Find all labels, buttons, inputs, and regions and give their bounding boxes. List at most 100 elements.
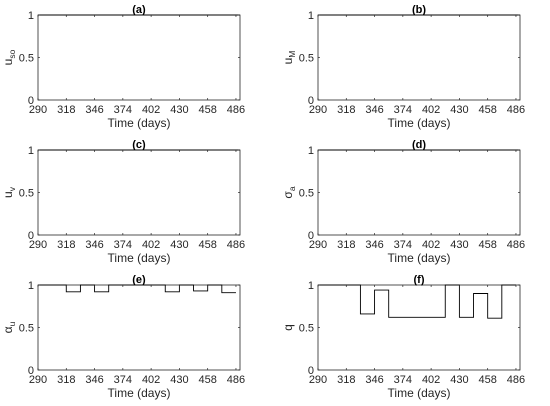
x-tick-label: 458 — [199, 239, 217, 251]
y-tick-label: 1 — [308, 280, 314, 292]
x-tick-label: 430 — [450, 104, 468, 116]
x-tick-label: 318 — [337, 374, 355, 386]
chart-panel: 290 318 346 374 402 430 458 486 0 0.5 1 (b) Time (da… — [281, 4, 525, 130]
x-tick-label: 458 — [199, 104, 217, 116]
y-axis-label: αu — [1, 321, 17, 333]
y-axis-label-base: u — [281, 58, 295, 65]
chart-panel: 290 318 346 374 402 430 458 486 0 0.5 1 (a) Time (da… — [1, 4, 245, 130]
chart-panel: 290 318 346 374 402 430 458 486 0 0.5 1 (c) Time (da… — [1, 139, 245, 265]
x-tick-label: 290 — [309, 374, 327, 386]
panel-title: (a) — [132, 4, 146, 16]
y-tick-label: 1 — [28, 145, 34, 157]
x-tick-label: 318 — [57, 239, 75, 251]
y-tick-label: 0.5 — [19, 188, 34, 200]
y-tick-label: 0 — [308, 230, 314, 242]
x-tick-label: 318 — [57, 104, 75, 116]
x-tick-label: 402 — [142, 374, 160, 386]
y-tick-label: 1 — [28, 10, 34, 22]
x-tick-label: 458 — [199, 374, 217, 386]
x-axis-label: Time (days) — [108, 116, 171, 130]
x-tick-label: 346 — [85, 104, 103, 116]
x-tick-label: 290 — [309, 104, 327, 116]
y-tick-label: 0.5 — [299, 53, 314, 65]
y-axis-label: q — [281, 324, 295, 331]
x-axis-label: Time (days) — [108, 386, 171, 400]
x-tick-label: 346 — [85, 374, 103, 386]
y-axis-label-base: q — [281, 324, 295, 331]
x-tick-label: 290 — [29, 374, 47, 386]
x-tick-label: 374 — [394, 104, 412, 116]
y-axis-label: uso — [1, 49, 17, 65]
y-tick-label: 1 — [308, 145, 314, 157]
y-axis-label-subscript: a — [287, 186, 297, 191]
plot-area-frame — [317, 14, 521, 101]
x-tick-label: 346 — [85, 239, 103, 251]
y-axis-label-base: u — [1, 59, 15, 66]
y-tick-label: 0.5 — [299, 188, 314, 200]
y-tick-label: 0 — [28, 95, 34, 107]
y-axis-label: uM — [281, 51, 297, 65]
y-axis-label: uv — [1, 186, 17, 198]
plot-area-frame — [37, 284, 241, 371]
chart-panel: 290 318 346 374 402 430 458 486 0 0.5 1 (e) Time (da… — [1, 274, 245, 400]
x-tick-label: 458 — [479, 104, 497, 116]
x-tick-label: 290 — [309, 239, 327, 251]
x-tick-label: 290 — [29, 104, 47, 116]
x-axis-label: Time (days) — [388, 386, 451, 400]
x-tick-label: 486 — [227, 239, 245, 251]
x-tick-label: 318 — [337, 104, 355, 116]
panel-title: (b) — [412, 4, 426, 16]
x-tick-label: 346 — [365, 239, 383, 251]
x-tick-label: 402 — [422, 374, 440, 386]
chart-panel: 290 318 346 374 402 430 458 486 0 0.5 1 (d) Time (da… — [281, 139, 525, 265]
x-tick-label: 290 — [29, 239, 47, 251]
x-tick-label: 374 — [114, 239, 132, 251]
x-tick-label: 430 — [170, 104, 188, 116]
plot-area-frame — [37, 14, 241, 101]
x-tick-label: 458 — [479, 374, 497, 386]
x-tick-label: 374 — [114, 104, 132, 116]
plot-area-frame — [37, 149, 241, 236]
x-tick-label: 430 — [170, 239, 188, 251]
y-axis-label-base: u — [1, 191, 15, 198]
x-tick-label: 430 — [170, 374, 188, 386]
y-axis-label-subscript: so — [7, 49, 17, 58]
x-tick-label: 486 — [507, 104, 525, 116]
y-tick-label: 0.5 — [19, 53, 34, 65]
x-tick-label: 486 — [507, 239, 525, 251]
y-tick-label: 1 — [28, 280, 34, 292]
x-tick-label: 402 — [142, 104, 160, 116]
x-tick-label: 374 — [394, 239, 412, 251]
x-tick-label: 374 — [394, 374, 412, 386]
x-tick-label: 486 — [227, 104, 245, 116]
x-tick-label: 402 — [422, 239, 440, 251]
x-tick-label: 486 — [227, 374, 245, 386]
y-tick-label: 1 — [308, 10, 314, 22]
x-tick-label: 486 — [507, 374, 525, 386]
y-axis-label: σa — [281, 186, 297, 198]
x-tick-label: 402 — [422, 104, 440, 116]
y-tick-label: 0 — [28, 365, 34, 377]
y-axis-label-subscript: u — [7, 321, 17, 326]
y-tick-label: 0.5 — [19, 323, 34, 335]
panel-title: (d) — [412, 139, 426, 151]
y-tick-label: 0 — [28, 230, 34, 242]
y-axis-label-base: σ — [281, 191, 295, 199]
chart-panel: 290 318 346 374 402 430 458 486 0 0.5 1 (f) Time (da… — [281, 274, 525, 400]
panel-title: (e) — [132, 274, 146, 286]
x-axis-label: Time (days) — [108, 251, 171, 265]
x-tick-label: 374 — [114, 374, 132, 386]
x-tick-label: 346 — [365, 104, 383, 116]
x-tick-label: 402 — [142, 239, 160, 251]
x-tick-label: 458 — [479, 239, 497, 251]
x-tick-label: 318 — [57, 374, 75, 386]
x-tick-label: 346 — [365, 374, 383, 386]
x-tick-label: 430 — [450, 239, 468, 251]
panel-title: (f) — [414, 274, 425, 286]
y-axis-label-subscript: M — [287, 51, 297, 58]
x-axis-label: Time (days) — [388, 116, 451, 130]
plot-area-frame — [317, 149, 521, 236]
x-tick-label: 430 — [450, 374, 468, 386]
y-tick-label: 0.5 — [299, 323, 314, 335]
